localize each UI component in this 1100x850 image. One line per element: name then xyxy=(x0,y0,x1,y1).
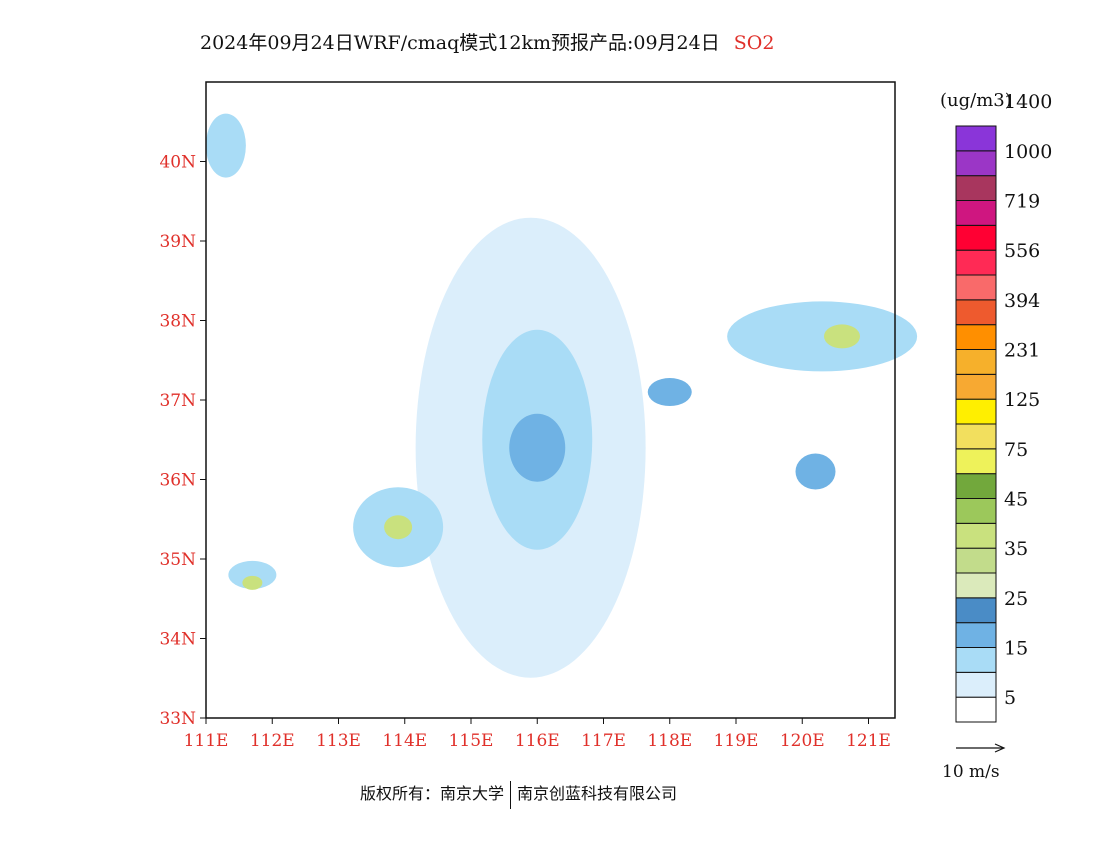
legend-label: 394 xyxy=(1004,290,1040,312)
legend-label: 231 xyxy=(1004,340,1040,362)
lon-tick-label: 115E xyxy=(449,731,494,751)
wind-reference-label: 10 m/s xyxy=(942,762,1000,782)
concentration-area xyxy=(228,560,277,589)
legend-colorbar: 5 15 25 35 45 75 125 231 394 556 719 1000 1400 xyxy=(955,91,1052,723)
legend-swatch xyxy=(955,647,997,673)
legend-swatch xyxy=(955,150,997,177)
legend-swatch xyxy=(955,498,997,524)
legend-swatch xyxy=(955,249,997,276)
legend-swatch xyxy=(955,522,997,549)
concentration-area xyxy=(824,324,860,349)
legend-swatch xyxy=(955,622,997,649)
legend-label: 15 xyxy=(1004,638,1028,660)
lon-ticks: 111E 112E 113E 114E 115E 116E 117E 118E 119E 120E… xyxy=(184,718,891,751)
lon-tick-label: 121E xyxy=(846,731,891,751)
copyright-left: 版权所有：南京大学 xyxy=(360,784,505,803)
lat-tick-label: 38N xyxy=(159,312,196,332)
legend-swatch xyxy=(955,572,997,599)
lat-tick-label: 37N xyxy=(159,391,196,411)
concentration-area xyxy=(205,113,246,178)
lon-tick-label: 111E xyxy=(184,731,229,751)
legend-unit: (ug/m3) xyxy=(940,90,1012,111)
lon-tick-label: 114E xyxy=(382,731,427,751)
legend-label: 719 xyxy=(1004,191,1040,213)
title-text: 2024年09月24日WRF/cmaq模式12km预报产品:09月24日 xyxy=(200,32,720,54)
legend-swatch xyxy=(955,398,997,425)
plot-area xyxy=(205,81,918,719)
legend-swatch xyxy=(955,597,997,624)
legend-swatch xyxy=(955,274,997,301)
legend-swatch xyxy=(955,671,997,698)
legend-swatch xyxy=(955,373,997,400)
concentration-area xyxy=(384,515,413,540)
lon-tick-label: 113E xyxy=(316,731,361,751)
concentration-area xyxy=(727,301,918,372)
legend-swatch xyxy=(955,175,997,202)
legend-swatch xyxy=(955,473,997,499)
concentration-area xyxy=(242,575,263,590)
legend-label: 556 xyxy=(1004,240,1040,262)
legend-label: 75 xyxy=(1004,439,1028,461)
lon-tick-label: 119E xyxy=(714,731,759,751)
legend-label: 125 xyxy=(1004,389,1040,411)
legend-swatch xyxy=(955,125,997,152)
lat-tick-label: 39N xyxy=(159,232,196,252)
legend-swatch xyxy=(955,224,997,251)
legend-swatch xyxy=(955,547,997,574)
concentration-area xyxy=(509,413,566,482)
chart-title: 2024年09月24日WRF/cmaq模式12km预报产品:09月24日 SO2 xyxy=(200,28,774,55)
concentration-area xyxy=(795,453,836,490)
lon-tick-label: 118E xyxy=(647,731,692,751)
legend-label: 1400 xyxy=(1004,91,1052,113)
legend-swatch xyxy=(955,200,997,226)
legend-swatch xyxy=(955,349,997,375)
legend-label: 1000 xyxy=(1004,141,1052,163)
legend-swatch xyxy=(955,696,997,723)
lat-tick-label: 34N xyxy=(159,630,196,650)
legend-swatch xyxy=(955,324,997,350)
concentration-area xyxy=(647,378,692,407)
legend-label: 25 xyxy=(1004,588,1028,610)
legend-swatch xyxy=(955,299,997,326)
legend-swatch xyxy=(955,423,997,450)
copyright-footer: 版权所有：南京大学 南京创蓝科技有限公司 xyxy=(360,780,677,809)
lon-tick-label: 112E xyxy=(250,731,295,751)
lat-tick-label: 36N xyxy=(159,471,196,491)
lon-tick-label: 116E xyxy=(515,731,560,751)
wind-reference-arrow xyxy=(956,743,1006,753)
lon-tick-label: 120E xyxy=(780,731,825,751)
pollutant-label: SO2 xyxy=(733,32,775,54)
legend-label: 5 xyxy=(1004,687,1016,709)
lon-tick-label: 117E xyxy=(581,731,626,751)
legend-label: 45 xyxy=(1004,489,1028,511)
lat-ticks: 33N 34N 35N 36N 37N 38N 39N 40N xyxy=(159,153,206,729)
lat-tick-label: 35N xyxy=(159,550,196,570)
concentration-shading xyxy=(205,113,918,678)
legend-swatch xyxy=(955,448,997,475)
footer-separator xyxy=(510,780,512,809)
legend-label: 35 xyxy=(1004,538,1028,560)
lat-tick-label: 33N xyxy=(159,709,196,729)
copyright-right: 南京创蓝科技有限公司 xyxy=(517,784,678,803)
lat-tick-label: 40N xyxy=(159,153,196,173)
